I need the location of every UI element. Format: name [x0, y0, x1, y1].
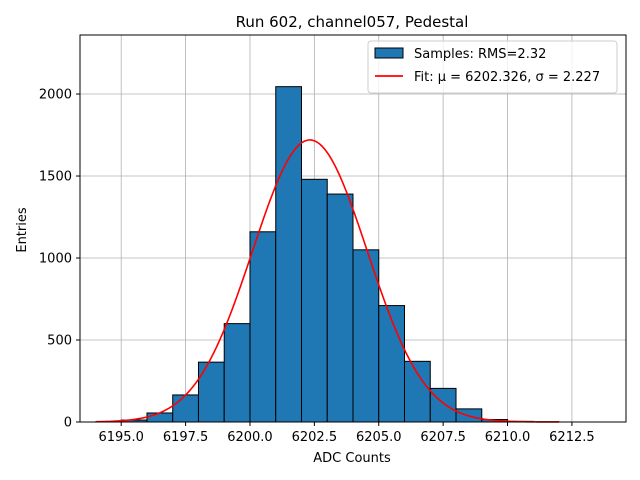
- histogram-bar: [249, 231, 277, 423]
- legend: Samples: RMS=2.32 Fit: μ = 6202.326, σ =…: [367, 40, 618, 94]
- legend-histogram-label: Samples: RMS=2.32: [414, 47, 546, 62]
- legend-histogram-swatch: [374, 47, 404, 59]
- histogram-bars: [120, 86, 560, 423]
- y-tick-label: 1000: [39, 252, 72, 267]
- x-tick-label: 6195.0: [98, 430, 144, 445]
- histogram-bar: [275, 86, 302, 423]
- plot-frame: [79, 34, 627, 423]
- x-tick-label: 6202.5: [292, 430, 338, 445]
- histogram-bar: [300, 178, 328, 423]
- y-tick-label: 1500: [39, 170, 72, 185]
- y-tick-label: 2000: [39, 88, 72, 103]
- legend-box: [367, 40, 618, 94]
- y-tick-label: 0: [64, 416, 72, 431]
- y-axis-ticks: 0 500 1000 1500 2000: [39, 88, 80, 431]
- x-tick-label: 6210.0: [485, 430, 531, 445]
- x-tick-label: 6212.5: [549, 430, 595, 445]
- x-axis-label: ADC Counts: [313, 451, 391, 466]
- histogram-bar: [326, 193, 354, 423]
- x-tick-label: 6205.0: [356, 430, 402, 445]
- x-tick-label: 6197.5: [163, 430, 209, 445]
- histogram-bar: [146, 412, 174, 423]
- x-tick-label: 6200.0: [227, 430, 273, 445]
- chart-title: Run 602, channel057, Pedestal: [236, 13, 469, 31]
- histogram-bar: [223, 323, 251, 423]
- histogram-bar: [378, 305, 406, 423]
- fit-curve-group: [95, 139, 560, 423]
- x-tick-label: 6207.5: [420, 430, 466, 445]
- legend-fit-label: Fit: μ = 6202.326, σ = 2.227: [414, 70, 600, 85]
- y-tick-label: 500: [47, 334, 72, 349]
- x-axis-ticks: 6195.0 6197.5 6200.0 6202.5 6205.0 6207.5 6210…: [98, 422, 595, 445]
- histogram-bar: [404, 360, 431, 423]
- histogram-bar: [429, 387, 457, 423]
- histogram-bar: [172, 394, 199, 423]
- y-axis-label: Entries: [15, 207, 30, 253]
- histogram-bar: [197, 361, 225, 423]
- fit-curve: [95, 139, 560, 423]
- histogram-bar: [352, 249, 380, 423]
